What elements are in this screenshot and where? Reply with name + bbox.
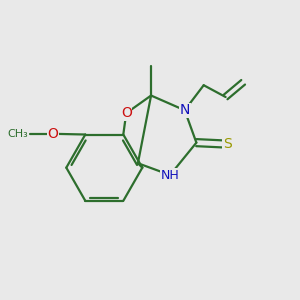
- Text: CH₃: CH₃: [8, 129, 28, 139]
- Text: O: O: [121, 106, 132, 120]
- Text: S: S: [223, 137, 231, 151]
- Text: NH: NH: [161, 169, 179, 182]
- Text: N: N: [179, 103, 190, 117]
- Text: O: O: [48, 127, 58, 141]
